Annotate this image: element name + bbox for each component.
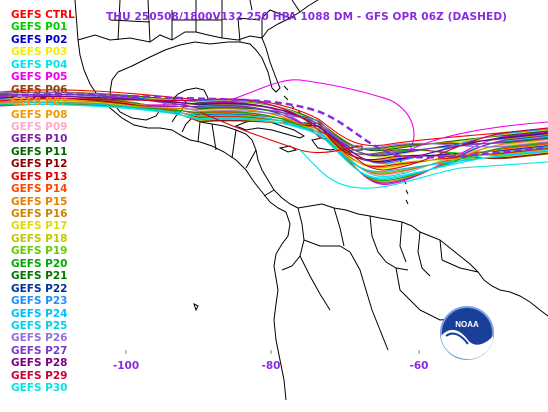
- ensemble-tracks: [0, 79, 548, 189]
- track-outlier: [199, 111, 361, 154]
- track-gefs-p24: [0, 100, 548, 173]
- legend-item: GEFS P30: [11, 382, 68, 395]
- legend-item: GEFS P25: [11, 319, 68, 332]
- logo-text: NOAA: [455, 320, 479, 329]
- legend-item: GEFS P06: [11, 83, 68, 96]
- lat-lon-ticks: [125, 350, 420, 354]
- legend-item: GEFS P12: [11, 158, 68, 171]
- opr-track: [0, 93, 548, 159]
- legend-item: GEFS P01: [11, 21, 68, 34]
- legend-item: GEFS P28: [11, 357, 68, 370]
- legend-item: GEFS P13: [11, 170, 68, 183]
- legend-item: GEFS P07: [11, 96, 68, 109]
- legend-item: GEFS P04: [11, 58, 68, 71]
- map-title: THU 250508/1800V132 250 HPA 1088 DM - GF…: [106, 11, 508, 23]
- track-gefs-p28: [0, 95, 548, 163]
- legend-item: GEFS P19: [11, 245, 68, 258]
- south-america-coast: [273, 203, 548, 401]
- lon-label-80: -80: [261, 360, 281, 372]
- legend-item: GEFS P16: [11, 208, 68, 220]
- track-gefs-p14: [0, 101, 548, 175]
- central-america: [191, 117, 299, 213]
- legend-item: GEFS P26: [11, 332, 68, 345]
- legend-item: GEFS P17: [11, 220, 68, 233]
- small-island: [193, 303, 199, 312]
- legend-item: GEFS P18: [11, 232, 68, 245]
- track-outlier: [299, 149, 548, 189]
- legend-item: GEFS P23: [11, 295, 68, 308]
- track-outlier: [229, 79, 548, 152]
- legend-item: GEFS P27: [11, 344, 68, 357]
- legend-item: GEFS P29: [11, 369, 68, 382]
- legend-item: GEFS P02: [11, 33, 68, 46]
- track-gefs-p27: [0, 93, 548, 156]
- legend-item: GEFS P11: [11, 145, 68, 158]
- legend-item: GEFS P14: [11, 183, 68, 196]
- legend-item: GEFS CTRL: [11, 9, 75, 21]
- track-gefs-ctrl: [0, 89, 548, 147]
- legend-item: GEFS P21: [11, 270, 68, 283]
- legend: GEFS CTRL GEFS P01 GEFS P02 GEFS P03 GEFS P0…: [11, 9, 75, 395]
- legend-item: GEFS P03: [11, 46, 68, 59]
- us-gulf-coast: [77, 31, 281, 93]
- jamaica: [278, 145, 298, 153]
- legend-item: GEFS P15: [11, 195, 68, 208]
- coastlines: [74, 0, 548, 401]
- state-lines: [74, 0, 301, 43]
- legend-item: GEFS P08: [11, 108, 68, 121]
- lon-label-100: -100: [112, 360, 140, 372]
- track-gefs-p30: [0, 103, 548, 179]
- track-gefs-p26: [0, 91, 548, 149]
- legend-item: GEFS P09: [11, 120, 68, 133]
- legend-item: GEFS P24: [11, 307, 68, 320]
- lon-label-60: -60: [409, 360, 429, 372]
- legend-item: GEFS P20: [11, 257, 68, 270]
- sa-borders: [281, 207, 479, 351]
- legend-item: GEFS P10: [11, 133, 68, 146]
- noaa-logo-icon: NOAA: [440, 306, 494, 360]
- yucatan: [171, 87, 209, 133]
- legend-item: GEFS P05: [11, 71, 68, 84]
- legend-item: GEFS P22: [11, 282, 68, 295]
- track-gefs-p18: [0, 98, 548, 167]
